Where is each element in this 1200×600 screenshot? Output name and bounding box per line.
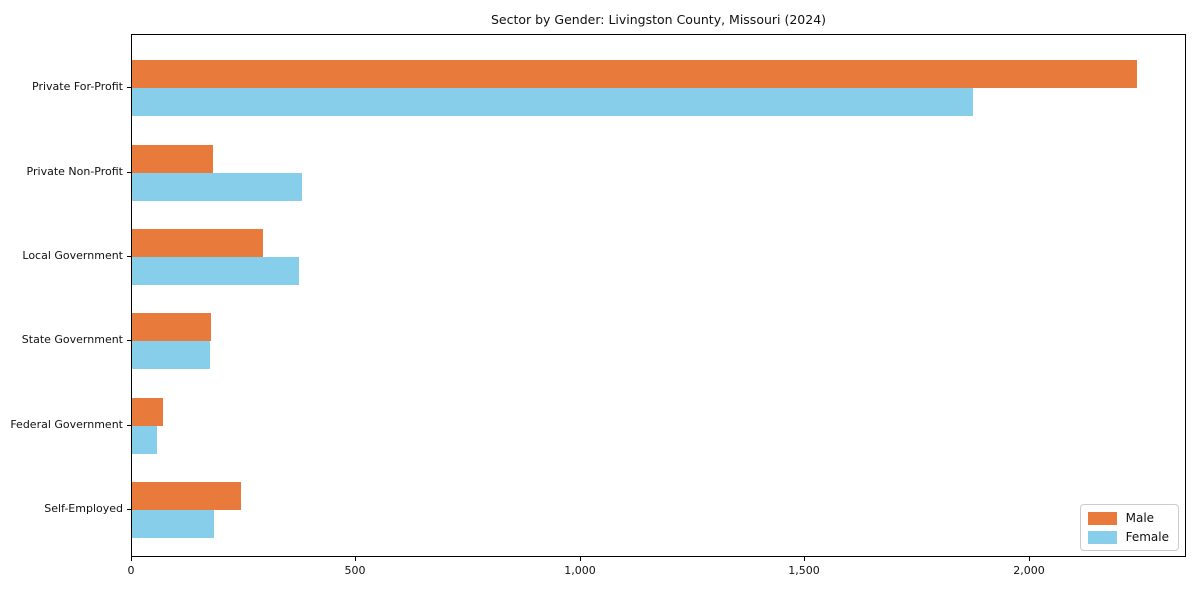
legend: Male Female xyxy=(1079,504,1179,551)
bar-female-3 xyxy=(132,341,210,370)
bar-male-2 xyxy=(132,228,263,257)
y-axis-label-1: Private Non-Profit xyxy=(26,164,123,178)
legend-label-male: Male xyxy=(1125,511,1155,525)
y-axis-tick-5 xyxy=(127,508,131,510)
x-axis-tick-label-4: 2,000 xyxy=(1013,564,1045,577)
bar-male-5 xyxy=(132,481,241,510)
x-axis-tick-0 xyxy=(131,557,132,561)
legend-entry-female: Female xyxy=(1087,530,1169,544)
bar-female-4 xyxy=(132,425,157,454)
y-axis-label-0: Private For-Profit xyxy=(32,80,123,94)
bar-male-4 xyxy=(132,397,163,426)
y-axis-label-4: Federal Government xyxy=(10,417,123,431)
x-axis-tick-label-2: 1,000 xyxy=(564,564,596,577)
x-axis-tick-label-0: 0 xyxy=(127,564,135,577)
chart-title: Sector by Gender: Livingston County, Mis… xyxy=(490,12,827,27)
bar-female-0 xyxy=(132,88,973,117)
y-axis-label-2: Local Government xyxy=(22,248,123,262)
plot-area: Male Female xyxy=(131,34,1186,557)
x-axis-tick-label-3: 1,500 xyxy=(788,564,820,577)
y-axis-tick-3 xyxy=(127,340,131,342)
x-axis-tick-2 xyxy=(580,557,581,561)
y-axis-tick-0 xyxy=(127,87,131,89)
y-axis-label-5: Self-Employed xyxy=(44,501,123,515)
y-axis-tick-4 xyxy=(127,424,131,426)
y-axis-label-3: State Government xyxy=(21,333,123,347)
bar-male-0 xyxy=(132,60,1137,89)
bar-female-2 xyxy=(132,256,299,285)
legend-swatch-female xyxy=(1087,530,1117,544)
x-axis-tick-3 xyxy=(804,557,805,561)
y-axis-tick-2 xyxy=(127,255,131,257)
legend-entry-male: Male xyxy=(1087,511,1169,525)
legend-swatch-male xyxy=(1087,511,1117,525)
x-axis-tick-1 xyxy=(355,557,356,561)
x-axis-tick-4 xyxy=(1029,557,1030,561)
bar-female-1 xyxy=(132,172,302,201)
legend-label-female: Female xyxy=(1125,530,1169,544)
bar-male-1 xyxy=(132,144,213,173)
bar-male-3 xyxy=(132,313,211,342)
y-axis-tick-1 xyxy=(127,171,131,173)
bar-female-5 xyxy=(132,509,214,538)
x-axis-tick-label-1: 500 xyxy=(344,564,366,577)
